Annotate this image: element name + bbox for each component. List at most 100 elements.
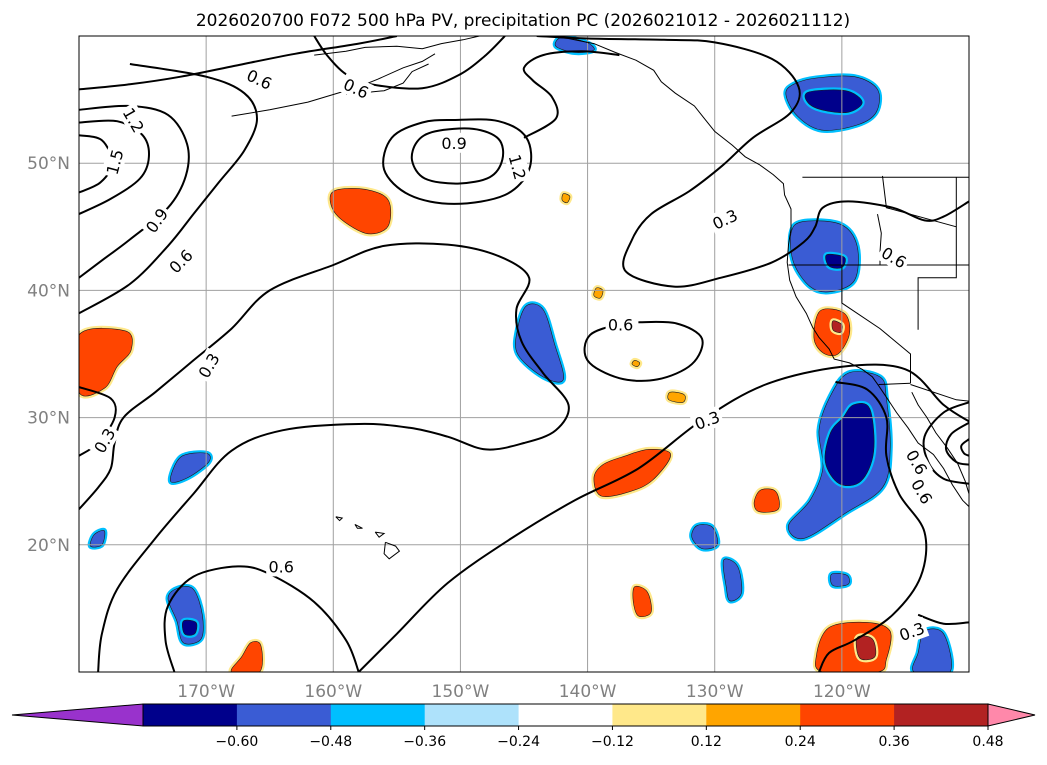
contour-label-bg	[241, 63, 278, 95]
contour-label-bg	[900, 444, 934, 481]
contour-label-bg	[689, 405, 725, 435]
contour-label-text: 0.6	[268, 557, 293, 576]
lon-tick-label: 140°W	[559, 682, 617, 702]
precip-area	[830, 572, 850, 587]
contour-label: 0.3	[894, 616, 930, 646]
contour-label: 0.9	[439, 132, 470, 153]
pv-contour-line	[818, 381, 928, 672]
colorbar-swatch	[800, 704, 895, 726]
contour-label-bg	[338, 72, 375, 104]
colorbar-tick-label: −0.48	[309, 734, 352, 750]
coastline	[878, 382, 911, 385]
colorbar-tick-label: −0.24	[497, 734, 540, 750]
lon-tick-label: 150°W	[432, 682, 490, 702]
pv-contour-line	[382, 118, 533, 205]
contour-label-bg	[439, 132, 470, 153]
lon-tick-label: 130°W	[686, 682, 744, 702]
precip-area	[667, 391, 686, 403]
precip-area	[329, 188, 392, 235]
contour-label-text: 0.9	[441, 134, 466, 153]
lon-tick-label: 120°W	[813, 682, 871, 702]
precip-area	[753, 488, 780, 513]
contour-label-bg	[876, 241, 912, 274]
colorbar-tick-label: −0.12	[591, 734, 634, 750]
contour-label-bg	[905, 473, 939, 510]
lat-tick-label: 50°N	[27, 154, 70, 174]
colorbar-tick-label: 0.12	[691, 734, 722, 750]
pv-contour-line	[313, 36, 506, 90]
colorbar-tick-label: 0.48	[972, 734, 1003, 750]
coastline	[314, 36, 480, 56]
precip-area	[561, 193, 571, 204]
precip-area	[170, 452, 211, 483]
pv-contour-line	[79, 119, 150, 215]
pv-contour-line	[410, 127, 505, 185]
colorbar-tick-label: −0.60	[215, 734, 258, 750]
latitude-tick-labels: 20°N 30°N 40°N 50°N	[27, 154, 70, 556]
precip-area	[814, 621, 892, 672]
pv-contour-line	[163, 565, 360, 672]
precip-area	[804, 89, 863, 113]
contour-label-bg	[504, 149, 532, 185]
lat-tick-label: 20°N	[27, 536, 70, 556]
pv-contour-line	[583, 320, 704, 382]
precip-area	[631, 360, 641, 368]
coastline	[543, 36, 969, 507]
pv-contour-line	[357, 363, 969, 672]
colorbar-swatch	[143, 704, 238, 726]
colorbar-tick-label: 0.36	[879, 734, 910, 750]
coastline	[374, 531, 386, 538]
contour-label-text: 0.6	[608, 316, 633, 335]
contour-label-bg	[163, 243, 199, 279]
pv-contour-line	[79, 36, 398, 91]
contour-label-bg	[88, 422, 121, 459]
coastline	[917, 177, 957, 330]
pv-contour-line	[79, 104, 190, 279]
coastline	[335, 516, 344, 522]
contour-label: 0.6	[876, 241, 912, 274]
contour-label: 0.6	[605, 314, 636, 335]
coastline	[841, 265, 911, 384]
precip-area	[182, 619, 198, 636]
colorbar-swatch	[330, 704, 426, 726]
precip-area	[632, 585, 652, 617]
colorbar-swatch	[518, 704, 613, 726]
longitude-tick-labels: 170°W 160°W 150°W 140°W 130°W 120°W	[177, 682, 871, 702]
pv-contour-line	[79, 242, 570, 672]
coastline	[345, 63, 429, 95]
coastline	[383, 541, 401, 560]
pv-contour-line	[944, 421, 969, 466]
precip-area	[593, 287, 604, 299]
lon-tick-label: 160°W	[304, 682, 362, 702]
precip-area	[722, 558, 743, 602]
colorbar: −0.60 −0.48 −0.36 −0.24 −0.12 0.12 0.24 0.36 0.4…	[11, 703, 1036, 750]
contour-label: 0.6	[266, 556, 297, 577]
pv-contour-line	[522, 50, 620, 139]
colorbar-swatch	[706, 704, 801, 726]
pv-contour-line	[922, 401, 969, 485]
contour-label-bg	[117, 102, 150, 138]
contour-label-bg	[894, 616, 930, 646]
contour-label-bg	[605, 314, 636, 335]
precip-area	[230, 641, 263, 672]
precip-area	[831, 320, 843, 333]
precip-area	[912, 628, 952, 672]
coastline	[354, 523, 363, 529]
pv-contour-line	[917, 613, 969, 626]
pv-contours	[79, 36, 969, 672]
colorbar-extend-high	[987, 703, 1036, 727]
map-frame	[78, 35, 970, 673]
colorbar-tick-label: 0.24	[785, 734, 816, 750]
chart-title: 2026020700 F072 500 hPa PV, precipitatio…	[196, 11, 850, 31]
coastline	[911, 391, 969, 495]
pv-contour-line	[79, 63, 258, 315]
pv-contour-line	[536, 36, 969, 288]
pv-contour-line	[960, 438, 969, 457]
colorbar-extend-low	[11, 703, 144, 727]
colorbar-tick-label: −0.36	[403, 734, 446, 750]
precipitation-layer	[79, 36, 955, 672]
contour-label-bg	[192, 347, 225, 384]
colorbar-swatch	[236, 704, 332, 726]
precip-area	[824, 403, 875, 487]
